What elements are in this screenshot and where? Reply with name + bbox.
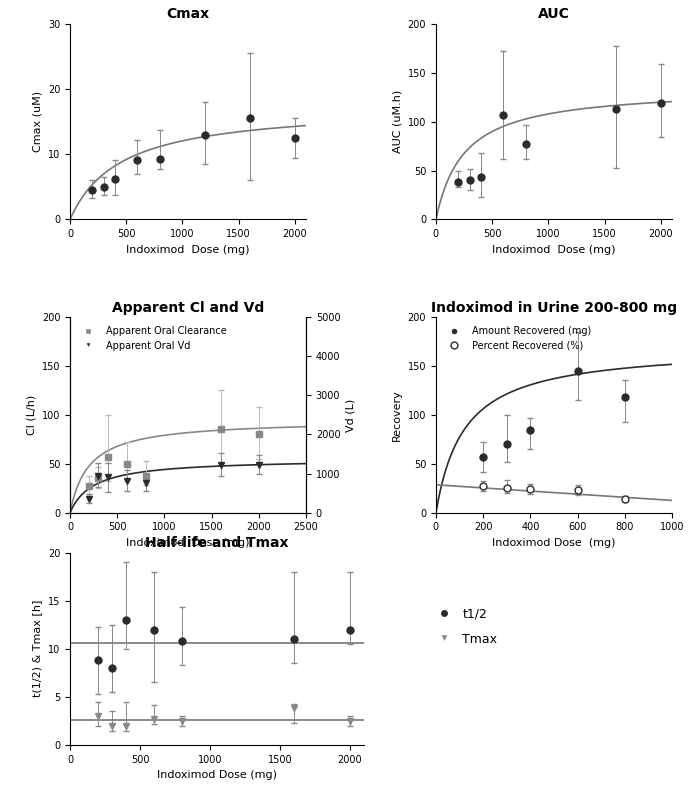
X-axis label: Indoximod Dose (mg): Indoximod Dose (mg): [157, 771, 277, 780]
X-axis label: Indoximod  Dose (mg): Indoximod Dose (mg): [126, 538, 250, 548]
Y-axis label: Cmax (uM): Cmax (uM): [32, 91, 42, 152]
X-axis label: Indoximod  Dose (mg): Indoximod Dose (mg): [126, 245, 250, 255]
Title: Cmax: Cmax: [167, 7, 209, 22]
Y-axis label: t(1/2) & Tmax [h]: t(1/2) & Tmax [h]: [32, 600, 42, 698]
Y-axis label: Recovery: Recovery: [392, 389, 402, 441]
Legend: Amount Recovered (mg), Percent Recovered (%): Amount Recovered (mg), Percent Recovered…: [441, 322, 595, 355]
Legend: Apparent Oral Clearance, Apparent Oral Vd: Apparent Oral Clearance, Apparent Oral V…: [75, 322, 230, 355]
Title: AUC: AUC: [538, 7, 570, 22]
Title: Indoximod in Urine 200-800 mg: Indoximod in Urine 200-800 mg: [431, 300, 677, 315]
Legend: t1/2, Tmax: t1/2, Tmax: [426, 602, 503, 650]
Y-axis label: Vd (L): Vd (L): [346, 398, 356, 432]
Y-axis label: Cl (L/h): Cl (L/h): [26, 395, 36, 435]
Title: Apparent Cl and Vd: Apparent Cl and Vd: [112, 300, 264, 315]
X-axis label: Indoximod  Dose (mg): Indoximod Dose (mg): [492, 245, 616, 255]
X-axis label: Indoximod Dose  (mg): Indoximod Dose (mg): [492, 538, 616, 548]
Title: Half-life and Tmax: Half-life and Tmax: [146, 536, 288, 550]
Y-axis label: AUC (uM.h): AUC (uM.h): [392, 91, 402, 153]
